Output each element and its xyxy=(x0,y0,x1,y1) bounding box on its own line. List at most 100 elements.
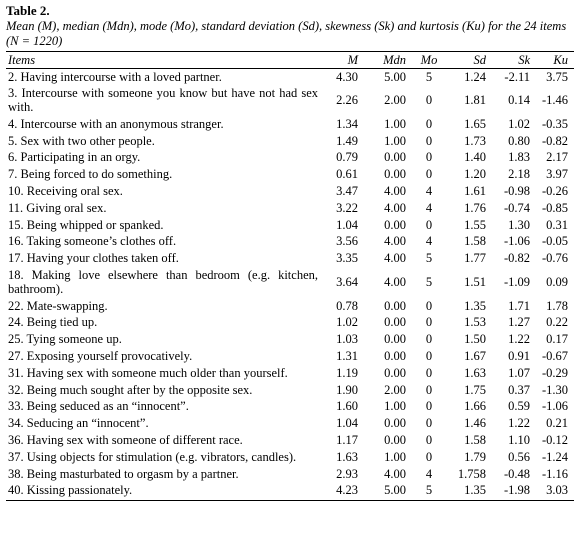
value-cell: 0.61 xyxy=(336,167,358,182)
value-cell: 4 xyxy=(425,200,433,215)
value-cell: 1.22 xyxy=(508,332,530,347)
column-header: Items xyxy=(6,51,324,69)
value-cell: 4.00 xyxy=(384,200,406,215)
table-row: 37. Using objects for stimulation (e.g. … xyxy=(6,449,574,466)
value-cell: -1.06 xyxy=(541,399,568,414)
value-cell: 0.17 xyxy=(546,332,568,347)
value-cell: -0.26 xyxy=(541,184,568,199)
value-cell: 5.00 xyxy=(364,482,412,501)
value-cell: 0 xyxy=(425,365,433,380)
value-cell: 1.76 xyxy=(464,200,486,215)
column-header: Sd xyxy=(446,51,492,69)
column-header: Mdn xyxy=(364,51,412,69)
value-cell: 0 xyxy=(425,449,433,464)
value-cell: 2.18 xyxy=(508,167,530,182)
value-cell: 0.14 xyxy=(508,93,530,108)
value-cell: 1.00 xyxy=(384,133,406,148)
value-cell: 1.20 xyxy=(464,167,486,182)
table-row: 24. Being tied up. 1.02 0.00 0 1.53 1.27 0.22 xyxy=(6,315,574,332)
value-cell: 1.51 xyxy=(464,274,486,289)
value-cell: -2.11 xyxy=(504,69,530,84)
column-header: Mo xyxy=(412,51,446,69)
value-cell: 0 xyxy=(425,399,433,414)
value-cell: 3.35 xyxy=(336,251,358,266)
value-cell: 1.07 xyxy=(508,365,530,380)
value-cell: 1.83 xyxy=(508,150,530,165)
table-row: 31. Having sex with someone much older t… xyxy=(6,365,574,382)
value-cell: 1.79 xyxy=(464,449,486,464)
table-row: 25. Tying someone up. 1.03 0.00 0 1.50 1.22 0.… xyxy=(6,332,574,349)
item-cell: 36. Having sex with someone of different… xyxy=(8,433,243,448)
table-row: 4. Intercourse with an anonymous strange… xyxy=(6,116,574,133)
table-row: 11. Giving oral sex. 3.22 4.00 4 1.76 -0.74 -0… xyxy=(6,200,574,217)
value-cell: 1.75 xyxy=(464,382,486,397)
value-cell: 0 xyxy=(425,315,433,330)
value-cell: 1.24 xyxy=(464,69,486,84)
value-cell: -0.82 xyxy=(541,133,568,148)
value-cell: 0 xyxy=(425,382,433,397)
item-cell: 4. Intercourse with an anonymous strange… xyxy=(8,116,224,131)
value-cell: 0.56 xyxy=(508,449,530,464)
table: Items M Mdn Mo Sd Sk Ku 2. Having intercourse … xyxy=(6,51,574,501)
table-caption: Mean (M), median (Mdn), mode (Mo), stand… xyxy=(6,19,567,48)
table-row: 38. Being masturbated to orgasm by a par… xyxy=(6,466,574,483)
value-cell: 1.35 xyxy=(446,482,492,501)
document: Table 2. Mean (M), median (Mdn), mode (M… xyxy=(6,3,574,501)
value-cell: 1.03 xyxy=(336,332,358,347)
value-cell: 0.00 xyxy=(384,298,406,313)
value-cell: 3.03 xyxy=(536,482,574,501)
value-cell: 1.55 xyxy=(464,217,486,232)
value-cell: 0.00 xyxy=(384,365,406,380)
item-cell: 5. Sex with two other people. xyxy=(8,133,155,148)
value-cell: -0.12 xyxy=(541,433,568,448)
value-cell: 1.34 xyxy=(336,116,358,131)
item-cell: 18. Making love elsewhere than bedroom (… xyxy=(8,268,318,296)
value-cell: 0.78 xyxy=(336,298,358,313)
value-cell: 1.22 xyxy=(508,416,530,431)
value-cell: 0 xyxy=(425,433,433,448)
table-row: 16. Taking someone’s clothes off. 3.56 4.0… xyxy=(6,234,574,251)
value-cell: 3.97 xyxy=(546,167,568,182)
value-cell: 0.00 xyxy=(384,332,406,347)
table-row: 36. Having sex with someone of different… xyxy=(6,433,574,450)
value-cell: 0.00 xyxy=(384,167,406,182)
item-cell: 27. Exposing yourself provocatively. xyxy=(8,349,193,364)
table-row: 22. Mate-swapping. 0.78 0.00 0 1.35 1.71 1.78 xyxy=(6,298,574,315)
value-cell: 1.17 xyxy=(336,433,358,448)
table-body: 2. Having intercourse with a loved partn… xyxy=(6,69,574,501)
value-cell: 1.04 xyxy=(336,416,358,431)
value-cell: 1.00 xyxy=(384,449,406,464)
value-cell: 4.00 xyxy=(384,184,406,199)
value-cell: 1.58 xyxy=(464,433,486,448)
value-cell: -0.74 xyxy=(503,200,530,215)
item-cell: 38. Being masturbated to orgasm by a par… xyxy=(8,466,239,481)
value-cell: -1.06 xyxy=(503,234,530,249)
value-cell: 3.64 xyxy=(336,274,358,289)
value-cell: -0.67 xyxy=(541,349,568,364)
value-cell: 4.30 xyxy=(336,69,358,84)
table-title: Table 2. xyxy=(6,3,50,18)
header-row: Items M Mdn Mo Sd Sk Ku xyxy=(6,51,574,69)
value-cell: 0.00 xyxy=(384,150,406,165)
table-row: 2. Having intercourse with a loved partn… xyxy=(6,69,574,86)
value-cell: 0.37 xyxy=(508,382,530,397)
item-cell: 31. Having sex with someone much older t… xyxy=(8,365,288,380)
value-cell: 1.58 xyxy=(464,234,486,249)
value-cell: 1.31 xyxy=(336,349,358,364)
value-cell: 0 xyxy=(425,416,433,431)
table-row: 7. Being forced to do something. 0.61 0.00… xyxy=(6,167,574,184)
table-row: 5. Sex with two other people. 1.49 1.00 0 1.… xyxy=(6,133,574,150)
table-row: 34. Seducing an “innocent”. 1.04 0.00 0 1.46… xyxy=(6,416,574,433)
table-row: 17. Having your clothes taken off. 3.35 4.… xyxy=(6,251,574,268)
value-cell: 0.31 xyxy=(546,217,568,232)
value-cell: 0.00 xyxy=(384,416,406,431)
value-cell: 1.02 xyxy=(508,116,530,131)
value-cell: 1.35 xyxy=(464,298,486,313)
column-header: Ku xyxy=(536,51,574,69)
value-cell: 1.30 xyxy=(508,217,530,232)
item-cell: 17. Having your clothes taken off. xyxy=(8,251,179,266)
value-cell: 5 xyxy=(425,274,433,289)
table-row: 40. Kissing passionately. 4.23 5.00 5 1.35 -1… xyxy=(6,482,574,501)
table-row: 6. Participating in an orgy. 0.79 0.00 0 1.4… xyxy=(6,150,574,167)
